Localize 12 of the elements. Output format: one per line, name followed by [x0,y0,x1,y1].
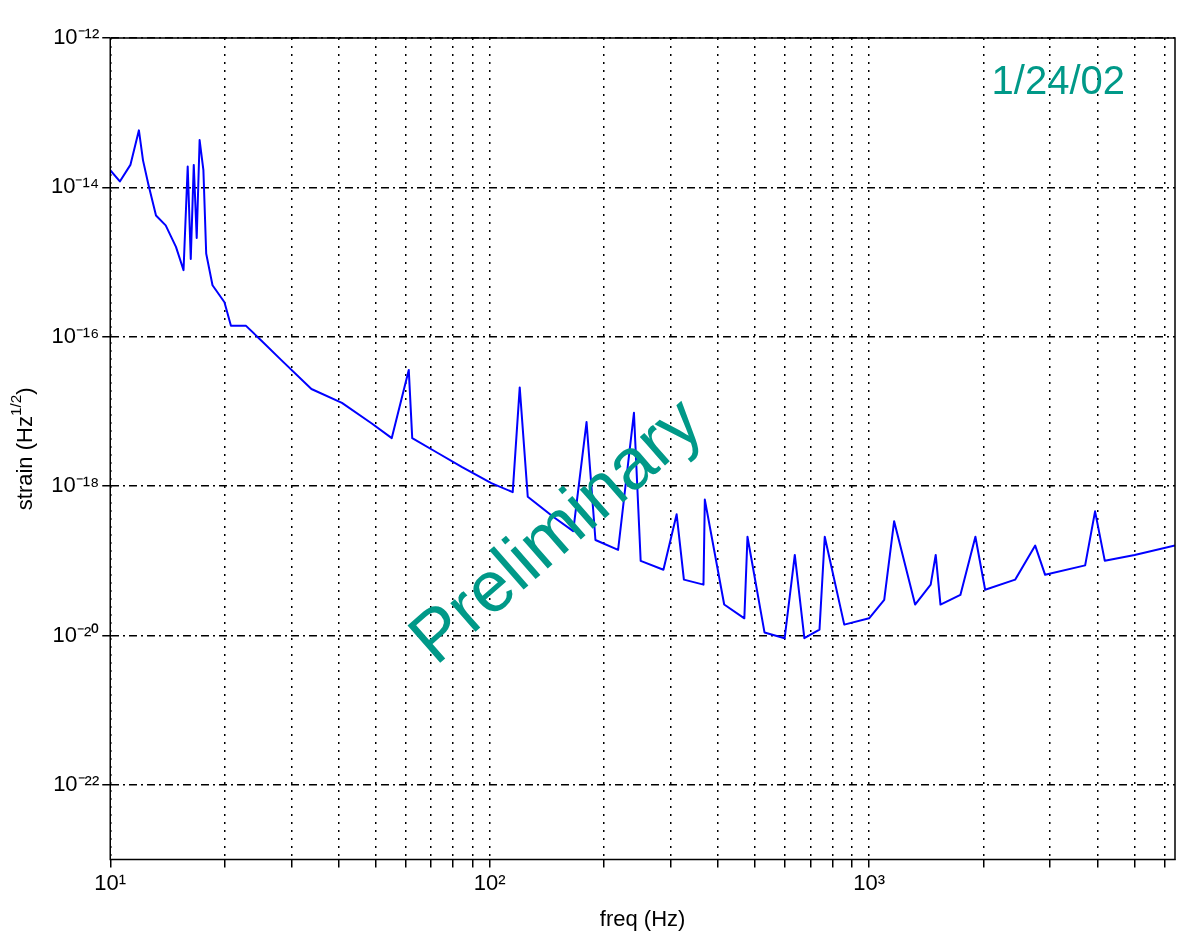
y-tick-label: 10⁻¹⁴ [51,173,100,199]
x-tick-label: 10³ [853,869,886,895]
y-tick-label: 10⁻¹² [53,24,100,50]
y-axis-title: strain (Hz1/2) [7,387,38,511]
x-axis-title: freq (Hz) [599,906,686,932]
y-tick-label: 10⁻²² [53,770,100,796]
y-tick-label: 10⁻¹⁸ [51,472,100,498]
x-tick-label: 10¹ [94,869,127,895]
y-tick-label: 10⁻²⁰ [52,621,100,647]
annotation: 1/24/02 [991,58,1125,103]
y-tick-label: 10⁻¹⁶ [51,322,100,348]
x-tick-label: 10² [473,869,506,895]
